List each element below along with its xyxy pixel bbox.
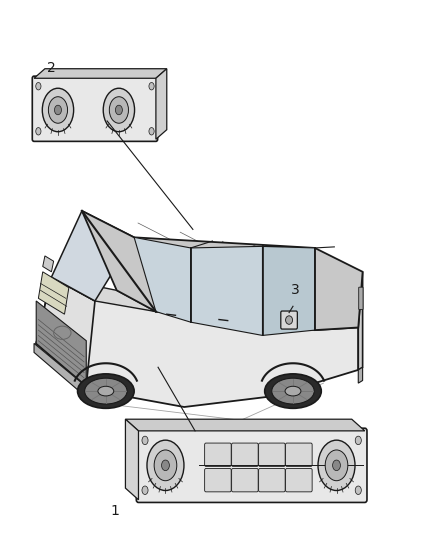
- FancyBboxPatch shape: [32, 76, 158, 141]
- Polygon shape: [134, 237, 191, 322]
- Ellipse shape: [36, 83, 41, 90]
- Ellipse shape: [265, 374, 321, 408]
- Polygon shape: [43, 256, 53, 272]
- Ellipse shape: [116, 105, 122, 115]
- FancyBboxPatch shape: [281, 311, 297, 329]
- Ellipse shape: [355, 436, 361, 445]
- Ellipse shape: [142, 486, 148, 495]
- FancyBboxPatch shape: [205, 443, 231, 466]
- Text: 2: 2: [47, 61, 56, 75]
- Polygon shape: [82, 211, 363, 330]
- Ellipse shape: [36, 127, 41, 135]
- FancyBboxPatch shape: [359, 287, 363, 310]
- Ellipse shape: [272, 378, 314, 404]
- Ellipse shape: [103, 88, 134, 132]
- Polygon shape: [34, 343, 88, 399]
- Polygon shape: [34, 69, 167, 78]
- Polygon shape: [358, 272, 363, 370]
- Polygon shape: [36, 301, 86, 386]
- Ellipse shape: [355, 486, 361, 495]
- FancyBboxPatch shape: [286, 469, 312, 492]
- Polygon shape: [125, 419, 138, 500]
- FancyBboxPatch shape: [258, 469, 285, 492]
- Polygon shape: [156, 69, 167, 139]
- Ellipse shape: [147, 440, 184, 490]
- Polygon shape: [358, 367, 363, 383]
- Polygon shape: [36, 277, 95, 386]
- FancyBboxPatch shape: [232, 443, 258, 466]
- FancyBboxPatch shape: [232, 469, 258, 492]
- Ellipse shape: [286, 316, 293, 324]
- Ellipse shape: [42, 88, 74, 132]
- Ellipse shape: [325, 450, 348, 481]
- Ellipse shape: [78, 374, 134, 408]
- FancyBboxPatch shape: [136, 428, 367, 503]
- Ellipse shape: [149, 83, 154, 90]
- Ellipse shape: [54, 105, 61, 115]
- Ellipse shape: [154, 450, 177, 481]
- Ellipse shape: [285, 386, 301, 396]
- FancyBboxPatch shape: [205, 469, 231, 492]
- Polygon shape: [51, 277, 156, 312]
- Ellipse shape: [318, 440, 355, 490]
- Ellipse shape: [332, 460, 340, 471]
- Ellipse shape: [110, 96, 128, 123]
- Ellipse shape: [162, 460, 170, 471]
- Polygon shape: [36, 277, 358, 407]
- Polygon shape: [191, 246, 262, 335]
- Polygon shape: [51, 211, 134, 301]
- Ellipse shape: [98, 386, 114, 396]
- Ellipse shape: [142, 436, 148, 445]
- Polygon shape: [125, 419, 365, 431]
- Polygon shape: [262, 246, 315, 335]
- Ellipse shape: [48, 96, 67, 123]
- FancyBboxPatch shape: [258, 443, 285, 466]
- Text: 3: 3: [291, 284, 300, 297]
- Ellipse shape: [85, 378, 127, 404]
- Ellipse shape: [149, 127, 154, 135]
- Text: 1: 1: [110, 504, 119, 519]
- Polygon shape: [39, 272, 69, 314]
- FancyBboxPatch shape: [286, 443, 312, 466]
